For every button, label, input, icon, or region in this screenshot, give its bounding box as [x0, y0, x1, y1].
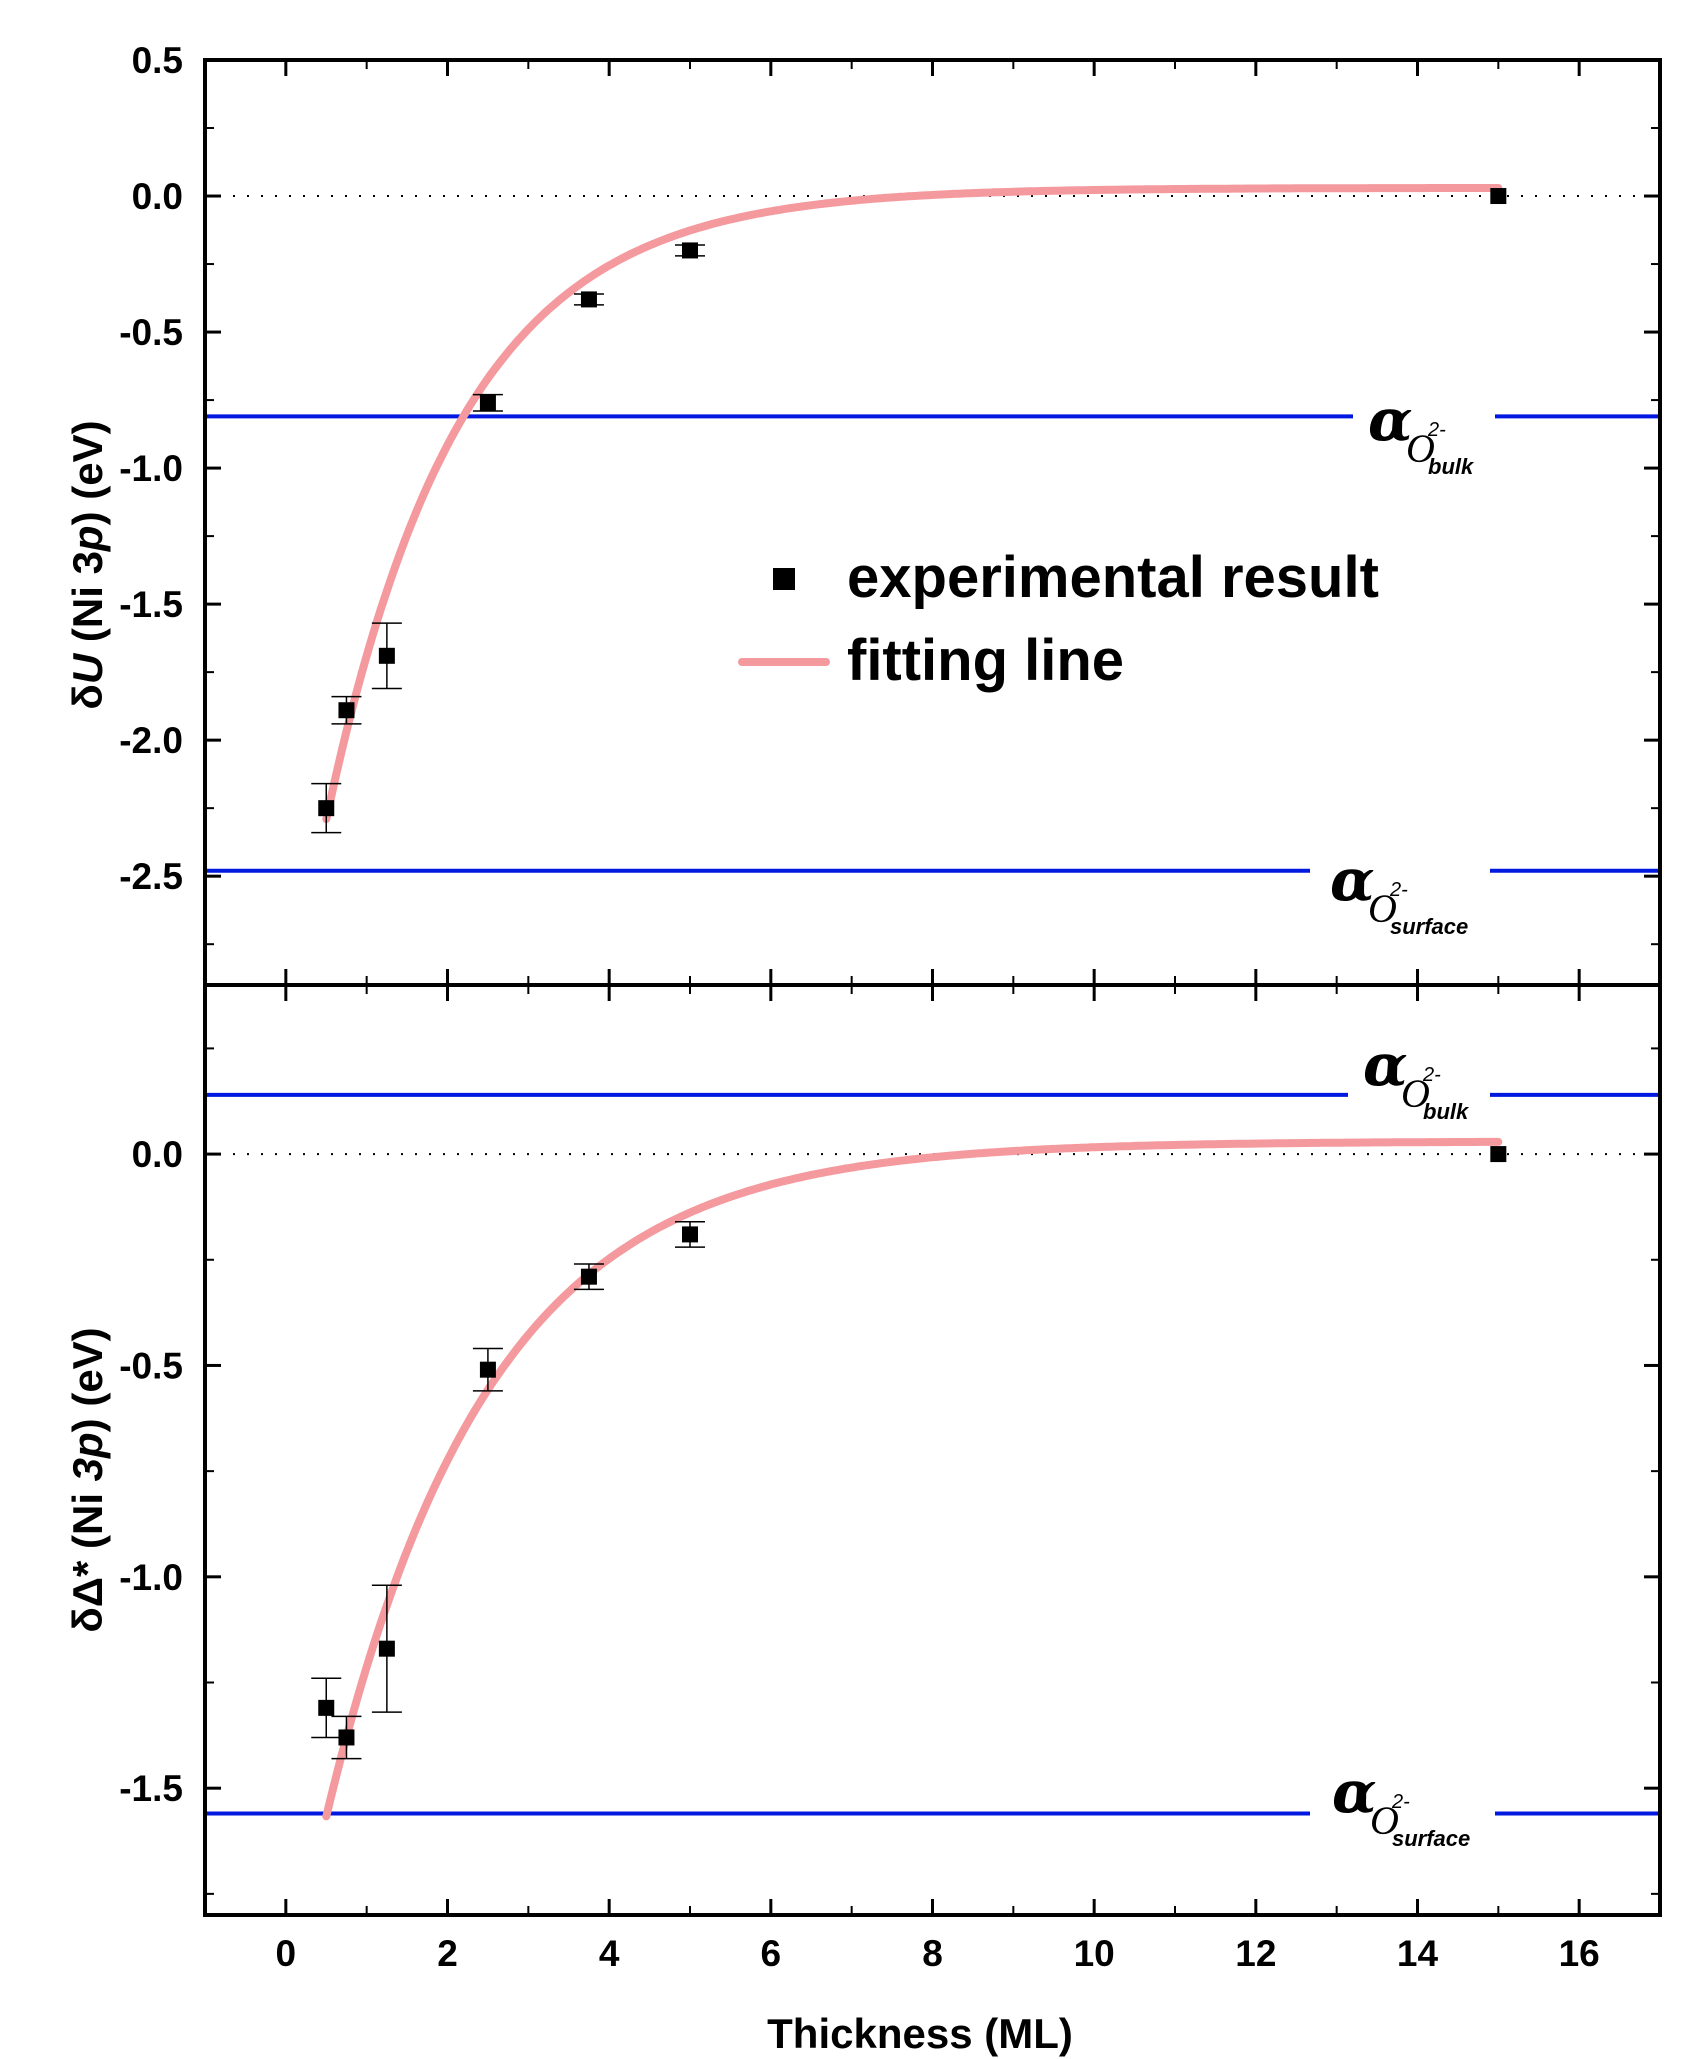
data-point [472, 393, 503, 412]
ion-symbol: O [1401, 1071, 1430, 1116]
y-axis-title-part: p [64, 525, 111, 552]
y-axis-title: δΔ* (Ni 3p) (eV) [64, 1327, 111, 1632]
data-marker [682, 242, 698, 259]
data-point [311, 782, 342, 834]
ion-charge: 2- [1427, 419, 1446, 441]
x-axis-title: Thickness (ML) [767, 2010, 1073, 2057]
data-point [472, 1347, 503, 1392]
legend-label-fitting: fitting line [847, 628, 1124, 693]
data-marker [338, 702, 355, 719]
panel-frame [203, 983, 1662, 1917]
x-tick-label: 2 [437, 1933, 458, 1974]
reference-line-bulk: αO2- bulk [205, 386, 1660, 479]
y-tick-label: -2.0 [119, 720, 183, 761]
y-axis-title-part: (Ni [64, 1481, 111, 1560]
reference-line-bulk: αO2- bulk [205, 1031, 1660, 1124]
data-marker [1490, 188, 1507, 205]
x-tick-label: 0 [276, 1933, 297, 1974]
reference-label-bulk: αO2- bulk [1363, 1031, 1470, 1124]
x-tick-label: 14 [1397, 1933, 1439, 1974]
y-tick-label: -1.0 [119, 448, 183, 489]
data-point [331, 1715, 362, 1760]
data-point [675, 1220, 705, 1248]
y-axis-title-part: δ [64, 684, 111, 709]
y-tick-label: -1.5 [119, 584, 183, 625]
ion-symbol: O [1370, 1798, 1399, 1843]
reference-line-surface: αO2- surface [205, 1758, 1660, 1851]
data-marker [479, 1361, 496, 1378]
data-marker [378, 647, 395, 664]
data-marker [1490, 1146, 1507, 1163]
reference-label-surface: αO2- surface [1330, 846, 1468, 939]
y-tick-label: -0.5 [119, 1345, 183, 1386]
x-tick-label: 4 [599, 1933, 620, 1974]
x-tick-labels: 0 2 4 6 8 10 12 14 16 [276, 1933, 1600, 1974]
reference-label-bulk: αO2- bulk [1368, 386, 1475, 479]
data-point [311, 1677, 342, 1739]
reference-line-surface: αO2- surface [205, 846, 1660, 939]
alpha-symbol: α [1363, 1031, 1408, 1099]
ion-site: bulk [1423, 1099, 1470, 1124]
y-axis-title: δU (Ni 3p) (eV) [64, 420, 111, 709]
y-tick-label: -2.5 [119, 856, 183, 897]
x-tick-label: 6 [761, 1933, 782, 1974]
ion-site: surface [1390, 914, 1468, 939]
ion-symbol: O [1368, 886, 1397, 931]
ion-charge: 2- [1389, 879, 1408, 901]
data-marker [479, 394, 496, 411]
alpha-symbol: α [1330, 846, 1375, 914]
y-axis-title-part: (Ni 3 [64, 551, 111, 654]
y-tick-label: 0.0 [132, 176, 183, 217]
y-axis-title-part: ) (eV) [64, 420, 111, 525]
x-tick-label: 12 [1235, 1933, 1276, 1974]
data-point [573, 1263, 604, 1291]
y-tick-label: -1.0 [119, 1557, 183, 1598]
data-point [331, 695, 362, 725]
data-marker [378, 1640, 395, 1657]
data-point [573, 291, 604, 308]
data-marker [318, 800, 335, 817]
fit-curve [322, 1137, 1503, 1821]
y-axis-title-part: ) (eV) [64, 1327, 111, 1432]
y-axis-title-part: U [64, 652, 111, 684]
y-tick-label: 0.0 [132, 1134, 183, 1175]
alpha-symbol: α [1368, 386, 1413, 454]
legend: experimental result fitting line [738, 545, 1379, 693]
ion-site: bulk [1428, 454, 1475, 479]
data-marker [318, 1699, 335, 1716]
legend-marker-square [773, 568, 795, 590]
data-marker [580, 1268, 597, 1285]
x-tick-label: 16 [1559, 1933, 1600, 1974]
x-tick-label: 8 [922, 1933, 943, 1974]
chart-panels: αO2-bulkαO2-surface0.50.0-0.5-1.0-1.5-2.… [64, 40, 1662, 1974]
y-axis-title-part: δΔ* [64, 1560, 111, 1633]
fit-curve [322, 184, 1503, 824]
data-point [371, 1584, 402, 1713]
ion-symbol: O [1406, 426, 1435, 471]
ion-charge: 2- [1422, 1064, 1441, 1086]
y-tick-label: 0.5 [132, 40, 183, 81]
panel-1: αO2-bulkαO2-surface0.50.0-0.5-1.0-1.5-2.… [64, 40, 1662, 987]
ion-charge: 2- [1391, 1791, 1410, 1813]
alpha-symbol: α [1332, 1758, 1377, 1826]
data-marker [580, 291, 597, 308]
y-tick-label: -1.5 [119, 1768, 183, 1809]
data-point [675, 242, 705, 259]
data-point [1490, 188, 1507, 205]
ion-site: surface [1392, 1826, 1470, 1851]
data-marker [338, 1729, 355, 1746]
data-point [371, 622, 402, 690]
legend-label-experimental: experimental result [847, 545, 1379, 610]
y-tick-label: -0.5 [119, 312, 183, 353]
data-point [1490, 1146, 1507, 1163]
reference-label-surface: αO2- surface [1332, 1758, 1470, 1851]
y-axis-title-part: 3p [64, 1432, 111, 1481]
data-marker [682, 1226, 698, 1243]
x-tick-label: 10 [1074, 1933, 1115, 1974]
